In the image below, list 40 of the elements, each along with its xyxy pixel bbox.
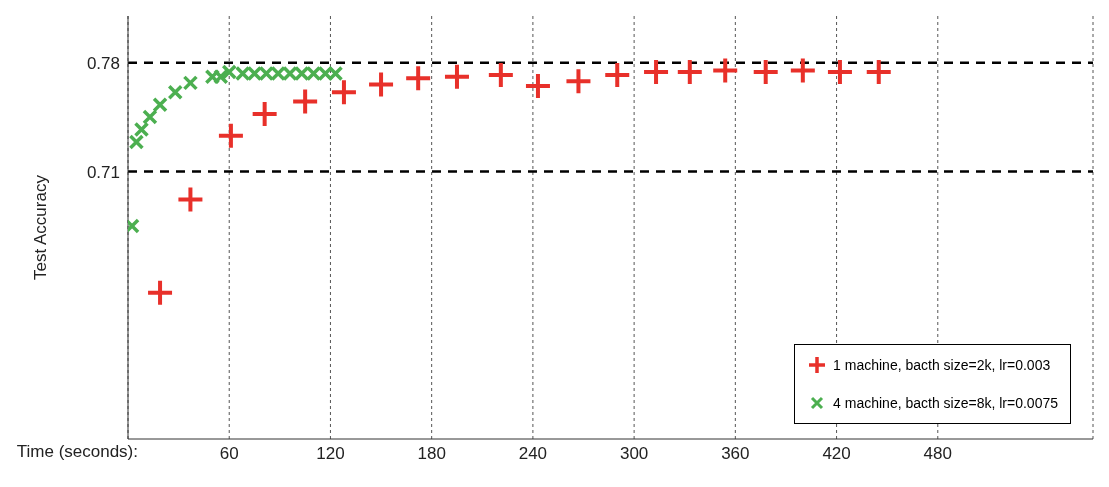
point xyxy=(167,84,183,100)
x-tick-label: 300 xyxy=(619,444,649,464)
y-tick-label: 0.71 xyxy=(86,162,120,182)
x-tick-label: 120 xyxy=(316,444,345,464)
x-tick-label: 420 xyxy=(822,444,851,464)
point xyxy=(252,101,277,126)
legend-label: 1 machine, bacth size=2k, lr=0.003 xyxy=(833,357,1051,373)
x-tick-label: 240 xyxy=(518,444,548,464)
point xyxy=(827,59,852,84)
x-tick-label: 180 xyxy=(417,444,446,464)
point xyxy=(525,73,550,98)
y-axis-title: Test Accuracy xyxy=(31,174,51,280)
point xyxy=(566,69,591,94)
point xyxy=(444,64,469,89)
x-axis-title: Time (seconds): xyxy=(16,442,138,462)
point xyxy=(331,80,356,105)
point xyxy=(369,72,394,97)
point xyxy=(152,96,168,113)
point xyxy=(406,66,431,91)
point xyxy=(293,89,318,114)
point xyxy=(644,59,669,84)
point xyxy=(605,63,630,88)
point xyxy=(790,58,815,83)
point xyxy=(488,63,513,88)
point xyxy=(128,134,145,150)
x-tick-label: 360 xyxy=(721,444,750,464)
point xyxy=(182,75,199,91)
legend-label: 4 machine, bacth size=8k, lr=0.0075 xyxy=(833,395,1058,411)
x-tick-label: 60 xyxy=(219,444,239,464)
x-tick-label: 480 xyxy=(923,444,952,464)
point xyxy=(218,123,243,148)
point xyxy=(178,187,203,212)
point xyxy=(713,58,738,83)
point xyxy=(866,59,891,84)
point xyxy=(148,280,173,305)
y-tick-label: 0.78 xyxy=(86,53,120,73)
point xyxy=(753,59,778,84)
point xyxy=(677,59,702,84)
point xyxy=(133,121,150,138)
point xyxy=(142,109,158,125)
